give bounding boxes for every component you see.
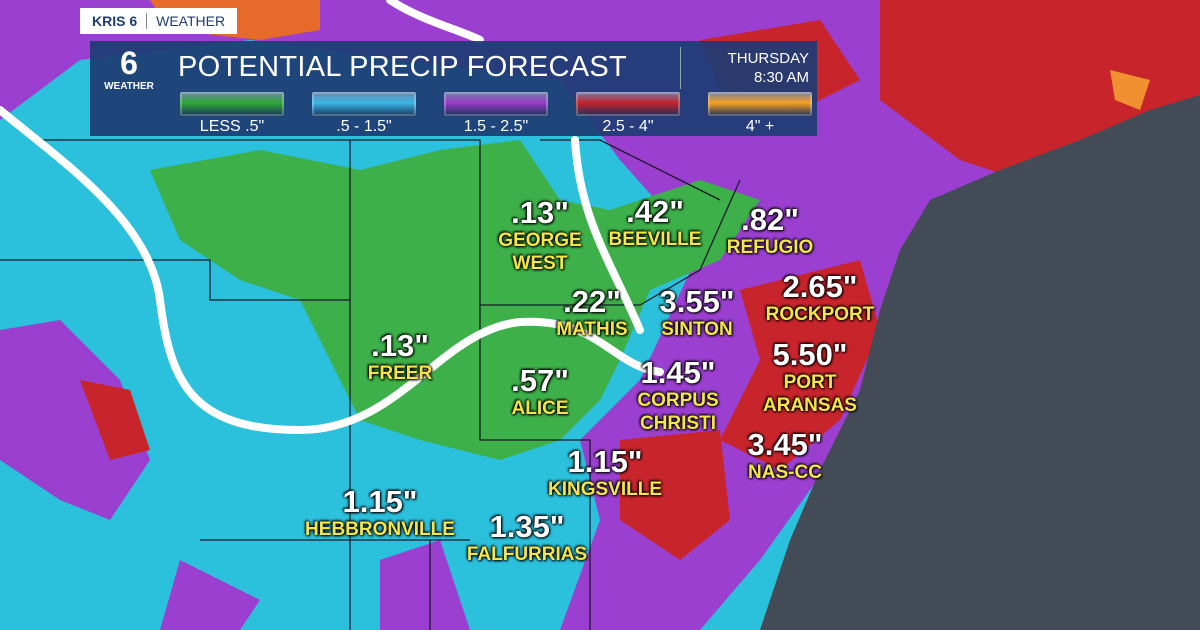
city-precip-label: .13" FREER bbox=[368, 330, 432, 385]
city-precip-label: 1.15" HEBBRONVILLE bbox=[305, 486, 455, 541]
forecast-time: THURSDAY 8:30 AM bbox=[728, 49, 809, 87]
city-precip-label: 3.45" NAS-CC bbox=[747, 429, 822, 484]
city-precip-label: 1.15" KINGSVILLE bbox=[548, 446, 662, 501]
precip-amount: .57" bbox=[511, 363, 569, 398]
forecast-day: THURSDAY bbox=[727, 50, 809, 67]
forecast-legend-panel: 6 WEATHER POTENTIAL PRECIP FORECAST THUR… bbox=[90, 41, 817, 136]
city-precip-label: .22" MATHIS bbox=[556, 286, 627, 341]
city-precip-label: .82" REFUGIO bbox=[727, 204, 814, 259]
legend-range-label: 4" + bbox=[745, 118, 775, 135]
city-precip-label: 5.50" PORT ARANSAS bbox=[763, 339, 857, 417]
city-precip-label: 2.65" ROCKPORT bbox=[766, 271, 875, 326]
precip-amount: 3.45" bbox=[747, 427, 823, 462]
gulf-of-mexico bbox=[760, 0, 1200, 630]
city-name: BEEVILLE bbox=[608, 229, 702, 250]
city-precip-label: 1.45" CORPUS CHRISTI bbox=[637, 357, 718, 435]
city-name: HEBBRONVILLE bbox=[305, 519, 455, 540]
precip-amount: 1.35" bbox=[489, 509, 565, 544]
logo-number: 6 bbox=[120, 45, 138, 81]
city-name: ROCKPORT bbox=[765, 304, 875, 325]
legend-range-label: 1.5 - 2.5" bbox=[463, 118, 529, 135]
forecast-hour: 8:30 AM bbox=[753, 69, 809, 86]
legend-swatch bbox=[708, 92, 812, 116]
legend-divider bbox=[680, 47, 681, 89]
legend-swatch bbox=[312, 92, 416, 116]
county-borders bbox=[0, 139, 741, 630]
city-precip-label: 3.55" SINTON bbox=[659, 286, 734, 341]
station-brand: KRIS 6 WEATHER bbox=[80, 8, 238, 34]
city-name: CORPUS CHRISTI bbox=[637, 390, 719, 434]
forecast-boundary-line bbox=[0, 0, 664, 435]
city-name: ALICE bbox=[511, 398, 569, 419]
legend-range-label: .5 - 1.5" bbox=[336, 118, 392, 135]
city-name: FALFURRIAS bbox=[466, 544, 588, 565]
city-precip-label: .57" ALICE bbox=[511, 365, 569, 420]
precip-amount: 5.50" bbox=[772, 337, 848, 372]
city-precip-label: .42" BEEVILLE bbox=[609, 196, 702, 251]
legend-title: POTENTIAL PRECIP FORECAST bbox=[178, 51, 628, 83]
legend-range-label: 2.5 - 4" bbox=[602, 118, 654, 135]
precip-green-areas bbox=[150, 140, 760, 460]
precip-amount: 1.45" bbox=[640, 355, 716, 390]
precip-amount: .13" bbox=[511, 195, 569, 230]
precip-amount: .42" bbox=[626, 194, 684, 229]
legend-swatch bbox=[444, 92, 548, 116]
city-name: PORT ARANSAS bbox=[763, 372, 857, 416]
channel-6-weather-logo: 6 WEATHER bbox=[104, 45, 154, 92]
city-name: MATHIS bbox=[556, 319, 628, 340]
precip-amount: 2.65" bbox=[782, 269, 858, 304]
precip-amount: 3.55" bbox=[659, 284, 735, 319]
city-name: KINGSVILLE bbox=[547, 479, 663, 500]
legend-swatch bbox=[180, 92, 284, 116]
city-precip-label: .13" GEORGE WEST bbox=[498, 197, 581, 275]
precip-amount: .22" bbox=[563, 284, 621, 319]
precip-amount: 1.15" bbox=[567, 444, 643, 479]
city-name: NAS-CC bbox=[748, 462, 822, 483]
logo-text: WEATHER bbox=[104, 81, 154, 92]
city-name: SINTON bbox=[661, 319, 733, 340]
city-precip-label: 1.35" FALFURRIAS bbox=[467, 511, 587, 566]
precip-amount: .82" bbox=[741, 202, 799, 237]
precip-amount: .13" bbox=[371, 328, 429, 363]
station-name: KRIS 6 bbox=[92, 13, 138, 29]
city-name: GEORGE WEST bbox=[498, 230, 582, 274]
brand-divider bbox=[146, 13, 148, 29]
legend-swatch bbox=[576, 92, 680, 116]
brand-section: WEATHER bbox=[156, 13, 226, 29]
precip-amount: 1.15" bbox=[342, 484, 418, 519]
city-name: FREER bbox=[367, 363, 433, 384]
legend-range-label: LESS .5" bbox=[199, 118, 265, 135]
city-name: REFUGIO bbox=[726, 237, 814, 258]
